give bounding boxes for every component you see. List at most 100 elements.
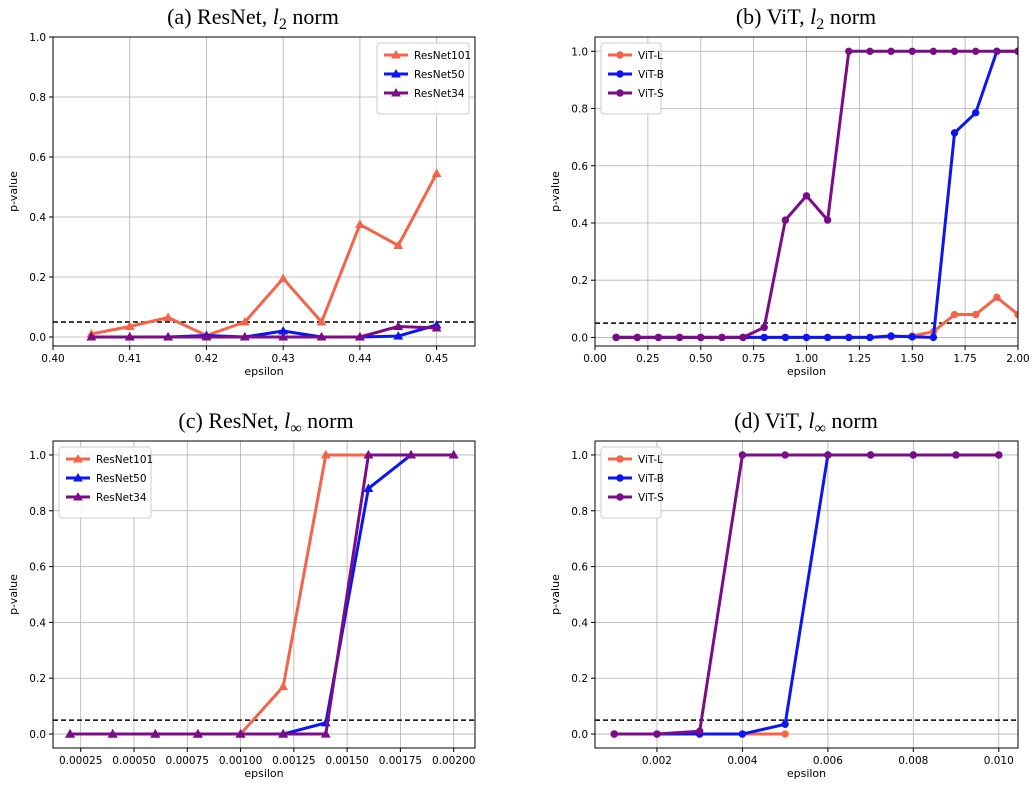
panel-d-series-1-point-3 <box>738 730 747 738</box>
panel-d-legend-box <box>600 446 662 519</box>
panel-b-series-1-point-17 <box>972 109 980 117</box>
panel-a-xtick-label-4: 0.44 <box>348 353 372 365</box>
panel-c-series-2-point-4 <box>235 729 246 738</box>
panel-a-series-2-point-7 <box>355 331 365 341</box>
panel-c-legend-label-2: ResNet34 <box>96 492 147 504</box>
panel-b-series-0-point-19 <box>1014 310 1018 319</box>
panel-a-xlabel: epsilon <box>244 365 283 378</box>
panel-a-series-2-point-6 <box>316 331 327 341</box>
panel-a-legend-series-1-point-0 <box>391 68 401 78</box>
panel-d-series-2-point-4 <box>781 451 789 459</box>
panel-b-series-2-point-8 <box>781 216 790 224</box>
panel-b-legend-series-2-point-0 <box>616 89 624 97</box>
panel-b-series-0-point-16 <box>950 310 959 319</box>
panel-a-ytick-label-3: 0.6 <box>29 152 46 164</box>
panel-a-series-0-point-4 <box>239 316 250 326</box>
panel-b-series-2-point-9 <box>802 192 811 200</box>
panel-d-series-0-point-4 <box>781 730 789 738</box>
panel-c-series-line-2 <box>70 453 454 736</box>
panel-d-legend-series-1-point-0 <box>616 474 624 482</box>
panel-b-legend-box <box>600 42 662 115</box>
panel-b-xtick-label-3: 0.75 <box>742 353 765 365</box>
panel-b-xtick-label-0: 0.00 <box>583 353 606 365</box>
panel-b-ytick-label-2: 0.4 <box>571 218 588 230</box>
panel-a-xtick-label-1: 0.41 <box>118 353 141 365</box>
panel-b-ytick-label-5: 1.0 <box>571 46 588 58</box>
panel-b-series-2-point-5 <box>718 333 726 342</box>
panel-b-series-2-point-17 <box>972 47 980 56</box>
panel-c: (c) ResNet, l∞ norm 0.00025 0.00050 0.00075… <box>7 408 476 780</box>
panel-c-series-2-point-5 <box>278 729 289 738</box>
panel-c-legend-label-1: ResNet50 <box>96 473 147 485</box>
panel-a-legend: ResNet101 ResNet50 ResNet34 <box>376 42 471 115</box>
panel-d-ytick-label-0: 0.0 <box>571 729 588 741</box>
panel-b-series-2-point-13 <box>887 47 895 56</box>
panel-b-series-2-point-10 <box>823 216 832 224</box>
panel-b-xtick-label-8: 2.00 <box>1006 353 1029 365</box>
panel-d-ytick-label-2: 0.4 <box>571 617 588 629</box>
panel-c-series-2-point-3 <box>193 729 203 738</box>
panel-d-series-2-point-7 <box>909 451 918 459</box>
panel-b-series-2-point-1 <box>633 333 641 342</box>
panel-a-legend-label-2: ResNet34 <box>414 88 465 100</box>
panel-c-legend: ResNet101 ResNet50 ResNet34 <box>58 446 153 519</box>
panel-d-xtick-label-0: 0.002 <box>642 755 672 767</box>
panel-b-series-1-point-14 <box>908 333 916 341</box>
panel-a-legend-series-0-point-0 <box>391 49 401 59</box>
panel-b-legend-label-2: ViT-S <box>638 88 664 100</box>
panel-d-series-2-point-9 <box>995 451 1003 459</box>
panel-c-series-2-point-7 <box>363 449 374 459</box>
panel-d-legend-label-2: ViT-S <box>638 492 664 504</box>
panel-d-xlabel: epsilon <box>787 767 826 780</box>
panel-c-ytick-label-5: 1.0 <box>29 450 46 462</box>
panel-a-series-2-point-1 <box>124 331 135 341</box>
panel-c-ytick-label-0: 0.0 <box>29 729 46 741</box>
panel-d-ytick-label-1: 0.2 <box>571 673 588 685</box>
panel-c-xtick-label-1: 0.00050 <box>112 755 155 767</box>
panel-a-data <box>86 168 442 341</box>
panel-d-legend-label-0: ViT-L <box>638 454 663 466</box>
panel-c-series-2-point-8 <box>406 449 416 459</box>
panel-a-series-0-point-1 <box>124 321 135 331</box>
panel-c-series-2-point-0 <box>65 729 75 738</box>
panel-a-series-line-2 <box>91 325 437 339</box>
panel-a-series-line-0 <box>91 172 438 337</box>
panel-a-series-0-point-5 <box>278 273 289 283</box>
panel-a-legend-label-0: ResNet101 <box>414 50 471 62</box>
panel-a-legend-series-2-point-0 <box>391 87 401 97</box>
panel-b-title: (b) ViT, l2 norm <box>736 4 876 33</box>
panel-c-xtick-label-0: 0.00025 <box>59 755 102 767</box>
panel-d-legend-series-0-point-0 <box>616 455 624 463</box>
panel-c-frame <box>52 440 476 749</box>
panel-b-ytick-label-4: 0.8 <box>571 104 588 116</box>
panel-c-ytick-label-2: 0.4 <box>29 617 46 629</box>
panel-b: (b) ViT, l2 norm 0.00 0.25 0.50 0.75 1.00 1.25… <box>549 4 1030 378</box>
panel-b-legend-series-0-point-0 <box>616 51 624 59</box>
panel-b-series-1-point-15 <box>929 333 938 342</box>
panel-a: (a) ResNet, l2 norm 0.40 0.41 0.42 0.43 0.44 0… <box>7 4 476 378</box>
panel-b-series-line-2 <box>616 49 1018 339</box>
panel-b-xtick-label-1: 0.25 <box>636 353 659 365</box>
panel-a-xtick-label-2: 0.42 <box>195 353 218 365</box>
panel-d-frame <box>594 440 1019 749</box>
panel-b-series-2-point-0 <box>612 333 620 342</box>
panel-b-xtick-label-6: 1.50 <box>901 353 924 365</box>
panel-a-series-0-point-8 <box>393 240 404 250</box>
panel-c-series-0-point-6 <box>320 449 331 459</box>
panel-d-series-2-point-0 <box>610 730 618 738</box>
panel-a-ytick-label-1: 0.2 <box>29 272 46 284</box>
panel-d-series-2-point-3 <box>738 451 747 459</box>
panel-a-series-2-point-8 <box>393 321 404 331</box>
panel-d-ytick-label-4: 0.8 <box>571 506 588 518</box>
panel-c-xlabel: epsilon <box>244 767 283 780</box>
panel-c-ylabel: p-value <box>7 574 20 615</box>
panel-a-frame <box>52 36 476 347</box>
panel-b-ylabel: p-value <box>549 171 562 212</box>
panel-a-series-2-point-9 <box>431 322 442 332</box>
panel-b-xtick-label-2: 0.50 <box>689 353 712 365</box>
panel-c-xtick-label-3: 0.00100 <box>219 755 262 767</box>
panel-b-series-2-point-16 <box>950 47 959 56</box>
panel-b-series-1-point-8 <box>781 333 790 342</box>
